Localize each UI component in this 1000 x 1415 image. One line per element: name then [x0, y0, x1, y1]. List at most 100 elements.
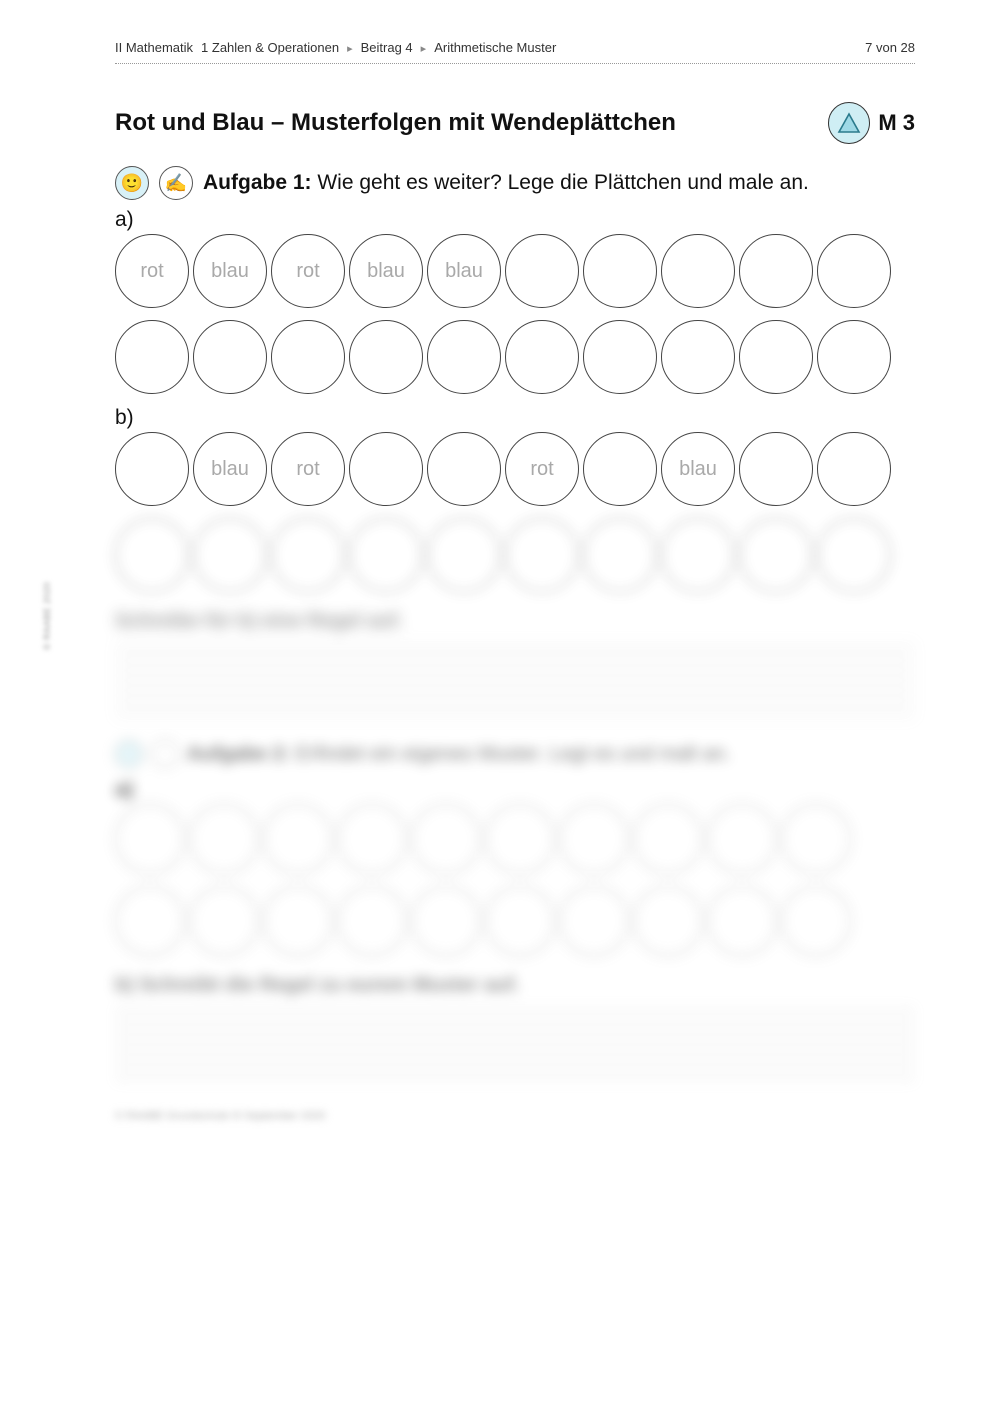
circle-row: [115, 320, 915, 394]
pattern-circle: [193, 518, 267, 592]
title-row: Rot und Blau – Musterfolgen mit Wendeplä…: [115, 102, 915, 144]
pattern-circle: [817, 432, 891, 506]
pattern-circle: rot: [271, 234, 345, 308]
pattern-circle: [739, 320, 813, 394]
pattern-circle: [427, 320, 501, 394]
pattern-circle: [505, 320, 579, 394]
writing-line: [115, 1079, 915, 1080]
task1-text: Wie geht es weiter? Lege die Plättchen u…: [317, 171, 808, 194]
pattern-circle: [559, 804, 629, 874]
task1-line: 🙂 ✍ Aufgabe 1: Wie geht es weiter? Lege …: [115, 166, 915, 200]
writing-line: [115, 1009, 915, 1010]
circle-row: [115, 886, 915, 956]
header-bar: II Mathematik 1 Zahlen & Operationen Bei…: [115, 40, 915, 64]
pattern-circle: blau: [193, 234, 267, 308]
pattern-circle: [661, 234, 735, 308]
pattern-circle: [817, 234, 891, 308]
pattern-circle: [505, 518, 579, 592]
module-badge: M 3: [828, 102, 915, 144]
pattern-circle: [707, 886, 777, 956]
pattern-circle: blau: [661, 432, 735, 506]
writing-line: [115, 645, 915, 646]
pattern-circle: [115, 320, 189, 394]
pattern-circle: [707, 804, 777, 874]
task2-rows: [115, 804, 915, 956]
pattern-circle: [505, 234, 579, 308]
footer-text: © RAABE Grundschule III September 2020: [115, 1110, 915, 1122]
pattern-circle: [559, 886, 629, 956]
writing-line: [115, 1059, 915, 1060]
pattern-circle: [271, 320, 345, 394]
side-copyright: © RAABE 2020: [42, 582, 52, 650]
pattern-circle: [115, 518, 189, 592]
pattern-circle: [739, 518, 813, 592]
pattern-circle: [115, 432, 189, 506]
writing-line: [115, 705, 915, 706]
pattern-circle: [189, 804, 259, 874]
pattern-circle: [271, 518, 345, 592]
crumb-1: 1 Zahlen & Operationen: [201, 40, 339, 55]
blurred-heading-1: Schreibe für b) eine Regel auf.: [115, 610, 915, 633]
writing-line: [115, 695, 915, 696]
writing-lines-2: [115, 1009, 915, 1080]
pattern-circle: [633, 804, 703, 874]
writing-line: [115, 675, 915, 676]
writing-line: [115, 1029, 915, 1030]
chevron-icon: [421, 40, 427, 55]
chevron-icon: [347, 40, 353, 55]
writing-line: [115, 685, 915, 686]
pattern-circle: blau: [193, 432, 267, 506]
hand-icon: ✍: [159, 166, 193, 200]
pattern-circle: [349, 518, 423, 592]
line-group: [115, 685, 915, 716]
pattern-circle: [739, 432, 813, 506]
task1-b-label: b): [115, 406, 915, 430]
circle-row: rotblaurotblaublau: [115, 234, 915, 308]
pattern-circle: [661, 320, 735, 394]
task2-a-label: a): [115, 778, 915, 802]
pattern-circle: blau: [427, 234, 501, 308]
writing-line: [115, 1049, 915, 1050]
writing-line: [115, 655, 915, 656]
circle-row: [115, 804, 915, 874]
line-group: [115, 1049, 915, 1080]
circle-row: [115, 518, 915, 592]
pattern-circle: [739, 234, 813, 308]
triangle-icon: [828, 102, 870, 144]
task2-section: Aufgabe 2: Erfindet ein eigenes Muster. …: [115, 740, 915, 1080]
task2-b-heading: b) Schreibt die Regel zu eurem Muster au…: [115, 974, 915, 997]
people-icon: [115, 740, 143, 768]
pattern-circle: [817, 320, 891, 394]
pattern-circle: [427, 518, 501, 592]
crumb-3: Arithmetische Muster: [434, 40, 556, 55]
pattern-circle: [349, 432, 423, 506]
pattern-circle: [411, 804, 481, 874]
page-title: Rot und Blau – Musterfolgen mit Wendeplä…: [115, 109, 676, 137]
crumb-2: Beitrag 4: [361, 40, 413, 55]
task1-b-rows: blaurotrotblau: [115, 432, 915, 592]
module-label: M 3: [878, 110, 915, 136]
task2-line: Aufgabe 2: Erfindet ein eigenes Muster. …: [115, 740, 915, 768]
pattern-circle: [263, 804, 333, 874]
pattern-circle: rot: [505, 432, 579, 506]
pattern-circle: [193, 320, 267, 394]
pattern-circle: [485, 804, 555, 874]
blurred-section-1: Schreibe für b) eine Regel auf.: [115, 610, 915, 716]
task1-a-rows: rotblaurotblaublau: [115, 234, 915, 394]
breadcrumb: II Mathematik 1 Zahlen & Operationen Bei…: [115, 40, 556, 55]
pattern-circle: [427, 432, 501, 506]
person-icon: 🙂: [115, 166, 149, 200]
pattern-circle: [337, 886, 407, 956]
task2-prefix: Aufgabe 2:: [187, 743, 290, 765]
pattern-circle: [115, 804, 185, 874]
writing-line: [115, 665, 915, 666]
pattern-circle: [781, 804, 851, 874]
writing-line: [115, 1069, 915, 1070]
task2-text: Erfindet ein eigenes Muster. Legt es und…: [296, 743, 731, 765]
pattern-circle: [661, 518, 735, 592]
pattern-circle: rot: [271, 432, 345, 506]
writing-line: [115, 1019, 915, 1020]
pattern-circle: [189, 886, 259, 956]
pattern-circle: [633, 886, 703, 956]
pattern-circle: [115, 886, 185, 956]
